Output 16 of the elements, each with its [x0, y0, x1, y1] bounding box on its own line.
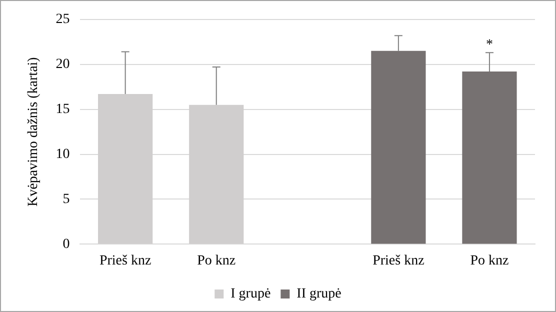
y-tick-label: 5 — [62, 192, 70, 207]
x-tick-label: Prieš knz — [372, 253, 424, 268]
bar — [371, 50, 426, 244]
y-tick-label: 10 — [56, 146, 70, 162]
x-tick-label: Prieš knz — [99, 253, 152, 268]
y-tick-label: 25 — [56, 12, 70, 28]
legend-label: II grupė — [296, 286, 342, 302]
annotation: * — [486, 37, 493, 52]
x-tick-label: Po knz — [470, 253, 509, 268]
y-tick-label: 0 — [62, 236, 70, 252]
x-tick-label: Po knz — [197, 253, 236, 268]
y-tick-label: 15 — [56, 102, 70, 117]
legend-label: I grupė — [230, 286, 271, 302]
y-axis-title: Kvėpavimo dažnis (kartai) — [26, 56, 42, 206]
bar — [462, 72, 517, 244]
y-tick-label: 20 — [56, 57, 70, 72]
